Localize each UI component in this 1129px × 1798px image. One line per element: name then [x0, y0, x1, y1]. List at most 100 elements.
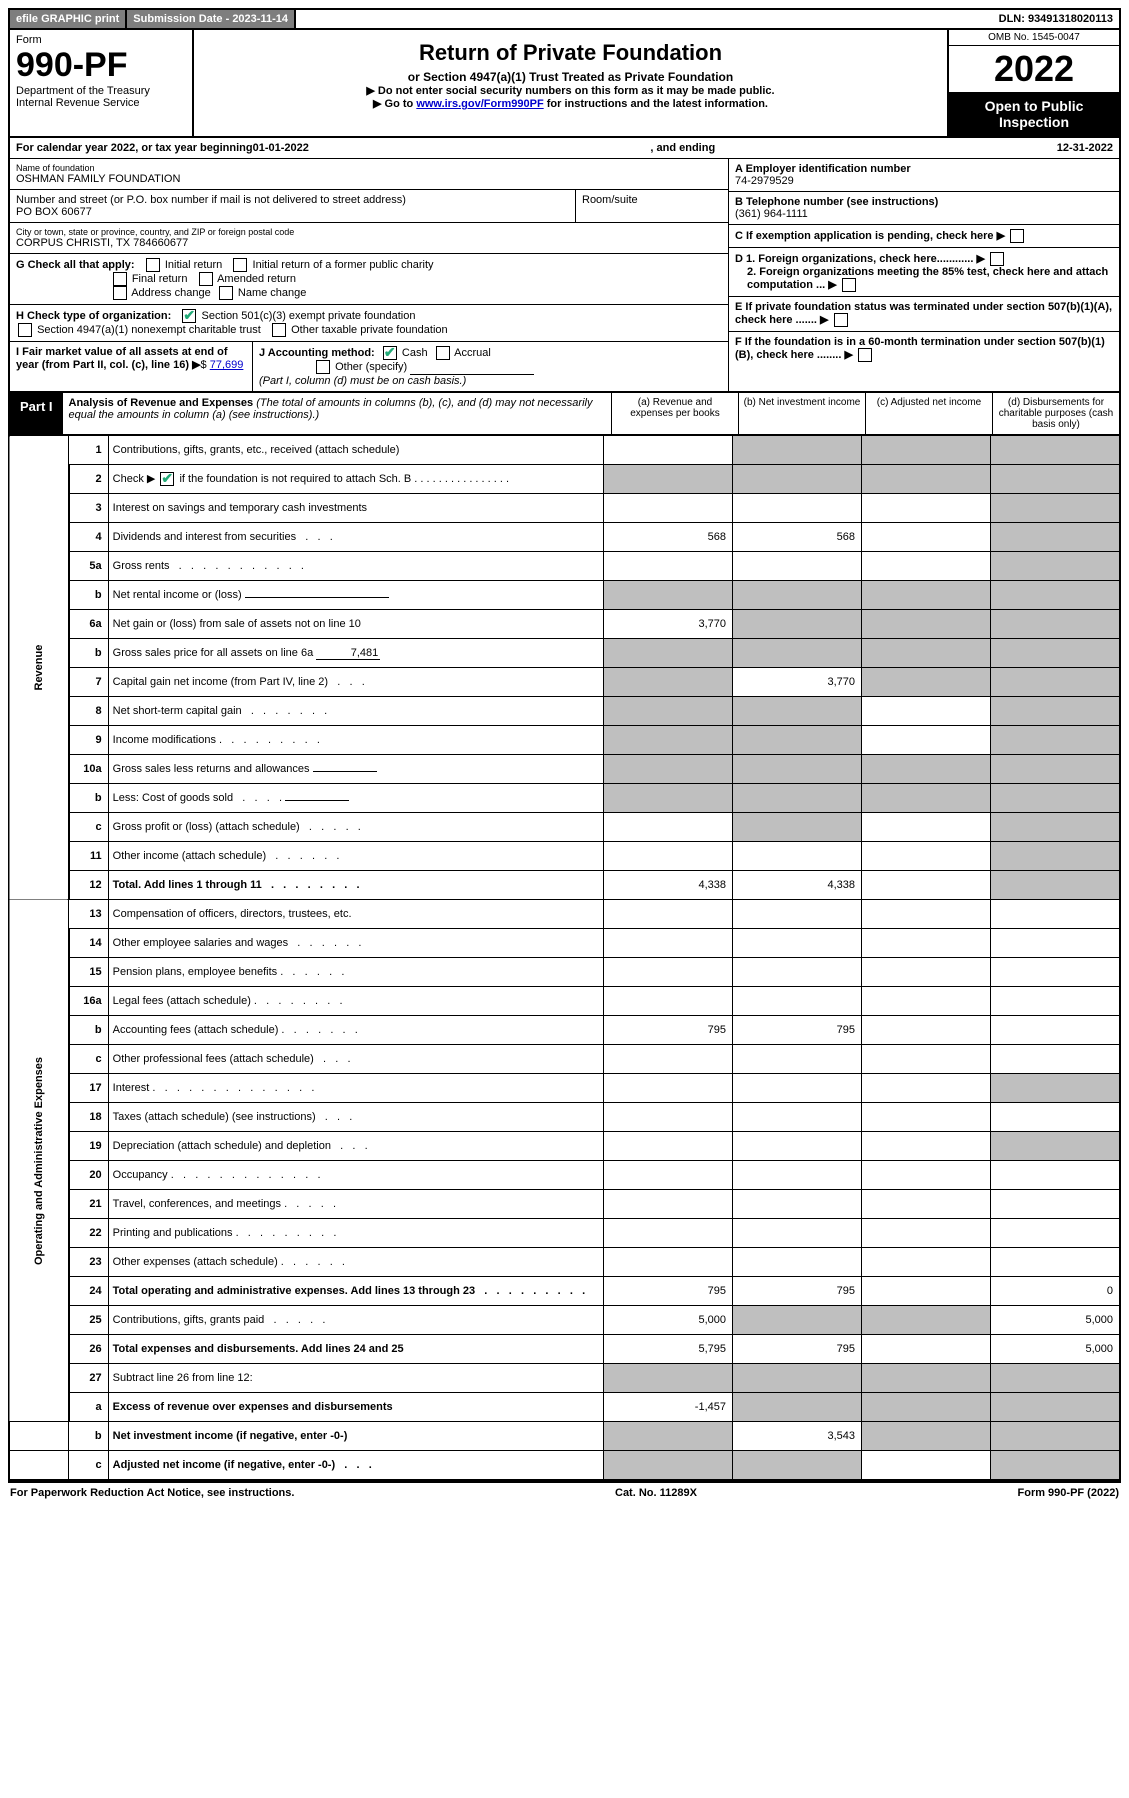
table-row: 15Pension plans, employee benefits . . .… [9, 958, 1120, 987]
c-label: C If exemption application is pending, c… [735, 230, 994, 242]
g-name-change: Name change [238, 287, 307, 299]
section-j: J Accounting method: Cash Accrual Other … [253, 342, 728, 391]
g-initial-former: Initial return of a former public charit… [253, 259, 434, 271]
l24-b: 795 [733, 1277, 862, 1306]
checkbox-60month[interactable] [858, 348, 872, 362]
table-row: 14Other employee salaries and wages . . … [9, 929, 1120, 958]
checkbox-other-taxable[interactable] [272, 323, 286, 337]
col-b-header: (b) Net investment income [738, 393, 865, 434]
tax-year-begin: 01-01-2022 [253, 142, 309, 154]
checkbox-address-change[interactable] [113, 286, 127, 300]
table-row: 10aGross sales less returns and allowanc… [9, 755, 1120, 784]
checkbox-cash[interactable] [383, 346, 397, 360]
line-desc: Legal fees (attach schedule) [113, 995, 251, 1007]
foundation-name-cell: Name of foundation OSHMAN FAMILY FOUNDAT… [10, 159, 728, 190]
j-accrual: Accrual [454, 347, 491, 359]
line-desc: Net gain or (loss) from sale of assets n… [108, 610, 603, 639]
phone-label: B Telephone number (see instructions) [735, 196, 1113, 208]
phone-cell: B Telephone number (see instructions) (3… [729, 192, 1119, 225]
irs-link[interactable]: www.irs.gov/Form990PF [416, 98, 543, 110]
city-cell: City or town, state or province, country… [10, 223, 728, 254]
line-desc: Gross rents [113, 560, 170, 572]
instr2-pre: ▶ Go to [373, 98, 416, 110]
ein-cell: A Employer identification number 74-2979… [729, 159, 1119, 192]
table-row: 5aGross rents . . . . . . . . . . . [9, 552, 1120, 581]
city-state-zip: CORPUS CHRISTI, TX 784660677 [16, 237, 722, 249]
street-address: PO BOX 60677 [16, 206, 569, 218]
checkbox-501c3[interactable] [182, 309, 196, 323]
ein-value: 74-2979529 [735, 175, 1113, 187]
table-row: 4Dividends and interest from securities … [9, 523, 1120, 552]
fmv-assets[interactable]: 77,699 [210, 359, 244, 371]
f-label: F If the foundation is in a 60-month ter… [735, 336, 1105, 361]
efile-print-button[interactable]: efile GRAPHIC print [10, 10, 127, 28]
checkbox-initial-former[interactable] [233, 258, 247, 272]
form-subtitle: or Section 4947(a)(1) Trust Treated as P… [200, 70, 941, 84]
l26-d: 5,000 [991, 1335, 1121, 1364]
checkbox-exemption-pending[interactable] [1010, 229, 1024, 243]
line-desc: Less: Cost of goods sold [113, 792, 233, 804]
section-g: G Check all that apply: Initial return I… [10, 254, 728, 305]
line-desc: Taxes (attach schedule) (see instruction… [113, 1111, 316, 1123]
l16b-b: 795 [733, 1016, 862, 1045]
checkbox-amended-return[interactable] [199, 272, 213, 286]
table-row: 16aLegal fees (attach schedule) . . . . … [9, 987, 1120, 1016]
revenue-side-label: Revenue [9, 436, 69, 900]
table-row: 9Income modifications . . . . . . . . . [9, 726, 1120, 755]
form-title: Return of Private Foundation [200, 40, 941, 66]
line-desc: Interest [113, 1082, 150, 1094]
table-row: 3Interest on savings and temporary cash … [9, 494, 1120, 523]
part1-table: Revenue 1 Contributions, gifts, grants, … [8, 436, 1121, 1481]
line-desc: Printing and publications [113, 1227, 233, 1239]
checkbox-initial-return[interactable] [146, 258, 160, 272]
checkbox-foreign-org[interactable] [990, 252, 1004, 266]
foundation-name: OSHMAN FAMILY FOUNDATION [16, 173, 722, 185]
line-desc: Other expenses (attach schedule) [113, 1256, 278, 1268]
checkbox-accrual[interactable] [436, 346, 450, 360]
l24-a: 795 [604, 1277, 733, 1306]
checkbox-85pct-test[interactable] [842, 278, 856, 292]
checkbox-4947[interactable] [18, 323, 32, 337]
j-cash: Cash [402, 347, 428, 359]
title-box: Return of Private Foundation or Section … [194, 30, 947, 136]
line-desc: Subtract line 26 from line 12: [108, 1364, 603, 1393]
l7-b: 3,770 [733, 668, 862, 697]
h-4947: Section 4947(a)(1) nonexempt charitable … [37, 324, 261, 336]
tax-year: 2022 [949, 46, 1119, 92]
instruction-2: ▶ Go to www.irs.gov/Form990PF for instru… [200, 97, 941, 110]
line-num: 1 [69, 436, 109, 465]
table-row: aExcess of revenue over expenses and dis… [9, 1393, 1120, 1422]
dept-line-2: Internal Revenue Service [16, 97, 186, 109]
line-desc: Net rental income or (loss) [113, 589, 242, 601]
section-e: E If private foundation status was termi… [729, 297, 1119, 332]
section-i: I Fair market value of all assets at end… [10, 342, 253, 391]
calyear-mid: , and ending [309, 142, 1057, 154]
section-f: F If the foundation is in a 60-month ter… [729, 332, 1119, 366]
part1-header: Part I Analysis of Revenue and Expenses … [8, 393, 1121, 436]
checkbox-other-method[interactable] [316, 360, 330, 374]
table-row: 11Other income (attach schedule) . . . .… [9, 842, 1120, 871]
other-method-input[interactable] [410, 360, 534, 375]
calyear-pre: For calendar year 2022, or tax year begi… [16, 142, 253, 154]
page-footer: For Paperwork Reduction Act Notice, see … [8, 1481, 1121, 1503]
checkbox-status-terminated[interactable] [834, 313, 848, 327]
checkbox-final-return[interactable] [113, 272, 127, 286]
line-desc: Other employee salaries and wages [113, 937, 288, 949]
table-row: cOther professional fees (attach schedul… [9, 1045, 1120, 1074]
col-a-header: (a) Revenue and expenses per books [611, 393, 738, 434]
table-row: bGross sales price for all assets on lin… [9, 639, 1120, 668]
checkbox-sch-b[interactable] [160, 472, 174, 486]
table-row: Revenue 1 Contributions, gifts, grants, … [9, 436, 1120, 465]
form-number: 990-PF [16, 46, 186, 85]
table-row: 18Taxes (attach schedule) (see instructi… [9, 1103, 1120, 1132]
l2-pre: Check ▶ [113, 473, 156, 485]
entity-info-block: Name of foundation OSHMAN FAMILY FOUNDAT… [8, 159, 1121, 393]
phone-value: (361) 964-1111 [735, 208, 1113, 220]
table-row: bAccounting fees (attach schedule) . . .… [9, 1016, 1120, 1045]
checkbox-name-change[interactable] [219, 286, 233, 300]
section-c: C If exemption application is pending, c… [729, 225, 1119, 248]
part1-title: Analysis of Revenue and Expenses [69, 397, 254, 409]
room-label: Room/suite [582, 194, 722, 206]
line-desc: Excess of revenue over expenses and disb… [108, 1393, 603, 1422]
top-utility-bar: efile GRAPHIC print Submission Date - 20… [8, 8, 1121, 30]
